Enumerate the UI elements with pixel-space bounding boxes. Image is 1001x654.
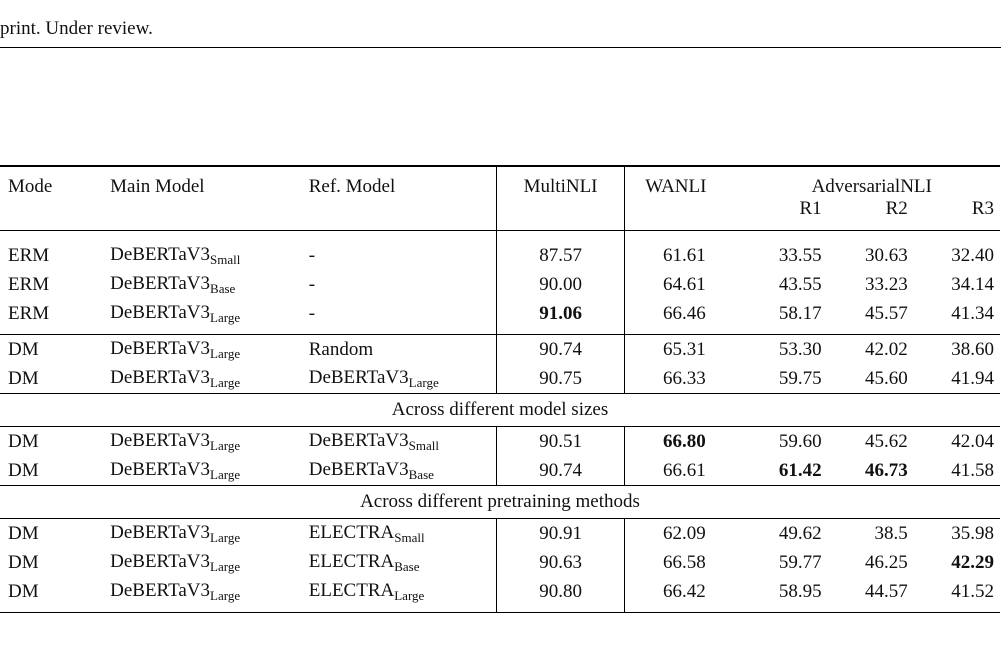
- table-row: ERM DeBERTaV3Small - 87.57 61.61 33.55 3…: [0, 230, 1000, 270]
- table-row: ERM DeBERTaV3Large - 91.06 66.46 58.17 4…: [0, 299, 1000, 335]
- table-row: DM DeBERTaV3Large DeBERTaV3Base 90.74 66…: [0, 456, 1000, 486]
- header-main-model: Main Model: [110, 165, 309, 198]
- section-pretraining-methods: Across different pretraining methods: [0, 485, 1000, 519]
- section-row: Across different model sizes: [0, 393, 1000, 427]
- section-model-sizes: Across different model sizes: [0, 393, 1000, 427]
- header-multinli: MultiNLI: [495, 165, 625, 198]
- header-r2: R2: [885, 198, 908, 219]
- table-row: ERM DeBERTaV3Base - 90.00 64.61 43.55 33…: [0, 270, 1000, 299]
- header-wanli: WANLI: [624, 165, 744, 198]
- table-row: DM DeBERTaV3Large ELECTRALarge 90.80 66.…: [0, 577, 1000, 613]
- table-row: DM DeBERTaV3Large DeBERTaV3Small 90.51 6…: [0, 426, 1000, 456]
- table-row: DM DeBERTaV3Large ELECTRASmall 90.91 62.…: [0, 518, 1000, 548]
- header-mode: Mode: [0, 165, 111, 198]
- header-rule: [0, 47, 1001, 48]
- header-adversarialnli: AdversarialNLI: [743, 165, 1000, 198]
- table-row: DM DeBERTaV3Large Random 90.74 65.31 53.…: [0, 334, 1000, 364]
- page-header: print. Under review.: [0, 18, 153, 39]
- header-r3: R3: [971, 198, 994, 219]
- table-row: DM DeBERTaV3Large ELECTRABase 90.63 66.5…: [0, 548, 1000, 577]
- results-table: Mode Main Model Ref. Model MultiNLI WANL…: [0, 165, 1000, 613]
- header-ref-model: Ref. Model: [308, 165, 497, 198]
- header-r1: R1: [799, 198, 822, 219]
- table-row: DM DeBERTaV3Large DeBERTaV3Large 90.75 6…: [0, 364, 1000, 394]
- section-row: Across different pretraining methods: [0, 485, 1000, 519]
